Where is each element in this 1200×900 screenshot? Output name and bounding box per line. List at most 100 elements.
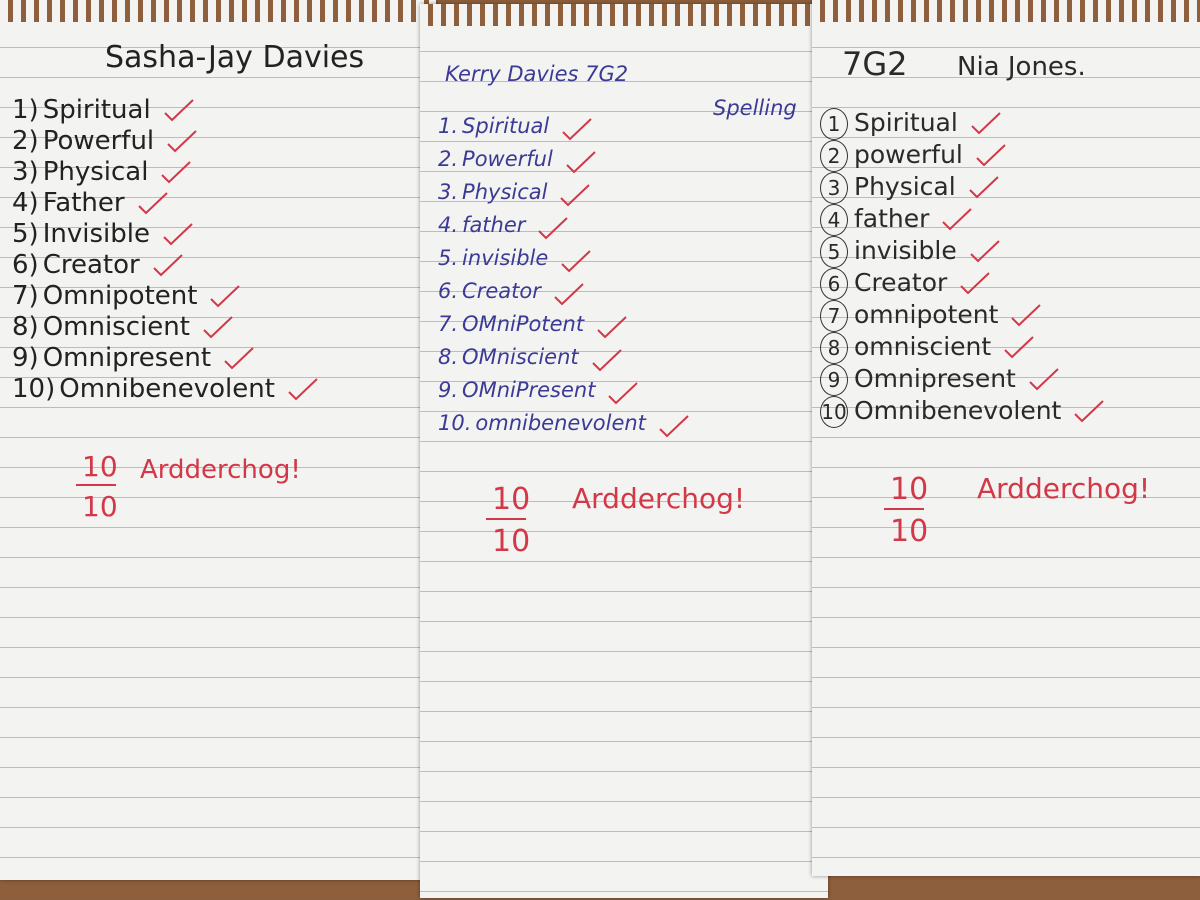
spelling-item: 5) Invisible: [12, 219, 150, 249]
item-number: 3): [12, 157, 39, 187]
item-number: 6): [12, 250, 39, 280]
item-number: 10: [820, 396, 848, 428]
item-word: Physical: [854, 172, 956, 201]
item-word: Physical: [462, 180, 548, 204]
score-numerator: 10: [82, 450, 118, 483]
item-word: Father: [42, 188, 125, 218]
score-denominator: 10: [890, 514, 929, 549]
item-word: OMniscient: [462, 345, 579, 369]
spelling-item: 4) Father: [12, 188, 125, 218]
item-number: 6: [820, 268, 848, 300]
tick-mark: [608, 382, 638, 405]
tick-mark: [560, 184, 590, 207]
spelling-item: 4 father: [820, 204, 929, 236]
item-number: 5: [820, 236, 848, 268]
item-number: 2): [12, 126, 39, 156]
item-number: 4.: [438, 213, 459, 237]
item-word: omniscient: [854, 332, 992, 361]
item-word: Physical: [42, 157, 149, 187]
item-number: 9: [820, 364, 848, 396]
item-word: OMniPresent: [462, 378, 596, 402]
spelling-item: 1 Spiritual: [820, 108, 958, 140]
item-word: omnipotent: [854, 300, 999, 329]
spelling-item: 3) Physical: [12, 157, 148, 187]
item-number: 3.: [438, 180, 459, 204]
spelling-item: 7) Omnipotent: [12, 281, 197, 311]
item-number: 8.: [438, 345, 459, 369]
tick-mark: [971, 112, 1001, 135]
tick-mark: [970, 240, 1000, 263]
item-number: 8): [12, 312, 39, 342]
item-word: Omnipresent: [42, 343, 212, 373]
spelling-item: 1. Spiritual: [438, 114, 549, 138]
spelling-item: 2) Powerful: [12, 126, 154, 156]
header-name: Sasha-Jay Davies: [105, 40, 365, 75]
item-word: Omnibenevolent: [854, 396, 1062, 425]
tick-mark: [592, 349, 622, 372]
tick-mark: [138, 192, 168, 215]
item-number: 5.: [438, 246, 459, 270]
item-number: 2.: [438, 147, 459, 171]
item-number: 6.: [438, 279, 459, 303]
spelling-item: 8 omniscient: [820, 332, 991, 364]
item-word: Omnipotent: [42, 281, 198, 311]
header-name: Nia Jones.: [957, 52, 1086, 82]
tick-mark: [942, 208, 972, 231]
item-number: 1): [12, 95, 39, 125]
item-number: 1.: [438, 114, 459, 138]
item-word: invisible: [462, 246, 549, 270]
spelling-item: 2 powerful: [820, 140, 963, 172]
header-subject: Spelling: [713, 96, 797, 120]
score-numerator: 10: [492, 482, 531, 517]
item-number: 7: [820, 300, 848, 332]
teacher-comment: Ardderchog!: [977, 472, 1151, 505]
item-word: Spiritual: [42, 95, 151, 125]
tick-mark: [153, 254, 183, 277]
item-number: 8: [820, 332, 848, 364]
item-number: 5): [12, 219, 39, 249]
item-number: 7.: [438, 312, 459, 336]
tick-mark: [960, 272, 990, 295]
spelling-item: 5 invisible: [820, 236, 957, 268]
spelling-item: 10) Omnibenevolent: [12, 374, 275, 404]
item-word: invisible: [854, 236, 957, 265]
tick-mark: [561, 250, 591, 273]
spelling-item: 7 omnipotent: [820, 300, 998, 332]
tick-mark: [161, 161, 191, 184]
spelling-item: 1) Spiritual: [12, 95, 151, 125]
item-word: Omnibenevolent: [59, 374, 275, 404]
tick-mark: [1074, 400, 1104, 423]
tick-mark: [566, 151, 596, 174]
item-number: 9): [12, 343, 39, 373]
item-word: Invisible: [42, 219, 150, 249]
item-word: Powerful: [462, 147, 553, 171]
item-word: Creator: [854, 268, 948, 297]
score-denominator: 10: [492, 524, 531, 559]
tick-mark: [976, 144, 1006, 167]
item-number: 9.: [438, 378, 459, 402]
paper-sheet: 7G2 Nia Jones. 1 Spiritual 2 powerful 3 Physica…: [812, 0, 1200, 876]
item-number: 4: [820, 204, 848, 236]
item-word: Powerful: [42, 126, 155, 156]
item-word: Creator: [42, 250, 140, 280]
spelling-item: 10 Omnibenevolent: [820, 396, 1061, 428]
tick-mark: [163, 223, 193, 246]
fraction-bar: [884, 508, 924, 510]
spelling-item: 2. Powerful: [438, 147, 553, 171]
item-number: 7): [12, 281, 39, 311]
spelling-item: 6. Creator: [438, 279, 541, 303]
tick-mark: [210, 285, 240, 308]
tick-mark: [1029, 368, 1059, 391]
item-word: omnibenevolent: [475, 411, 646, 435]
header-class: 7G2: [842, 45, 908, 83]
item-number: 1: [820, 108, 848, 140]
spelling-item: 9. OMniPresent: [438, 378, 595, 402]
tick-mark: [288, 378, 318, 401]
tick-mark: [167, 130, 197, 153]
tick-mark: [659, 415, 689, 438]
tick-mark: [164, 99, 194, 122]
item-number: 3: [820, 172, 848, 204]
tick-mark: [203, 316, 233, 339]
paper-sheet: Sasha-Jay Davies 1) Spiritual 2) Powerful 3) P…: [0, 0, 436, 880]
item-word: Spiritual: [462, 114, 550, 138]
